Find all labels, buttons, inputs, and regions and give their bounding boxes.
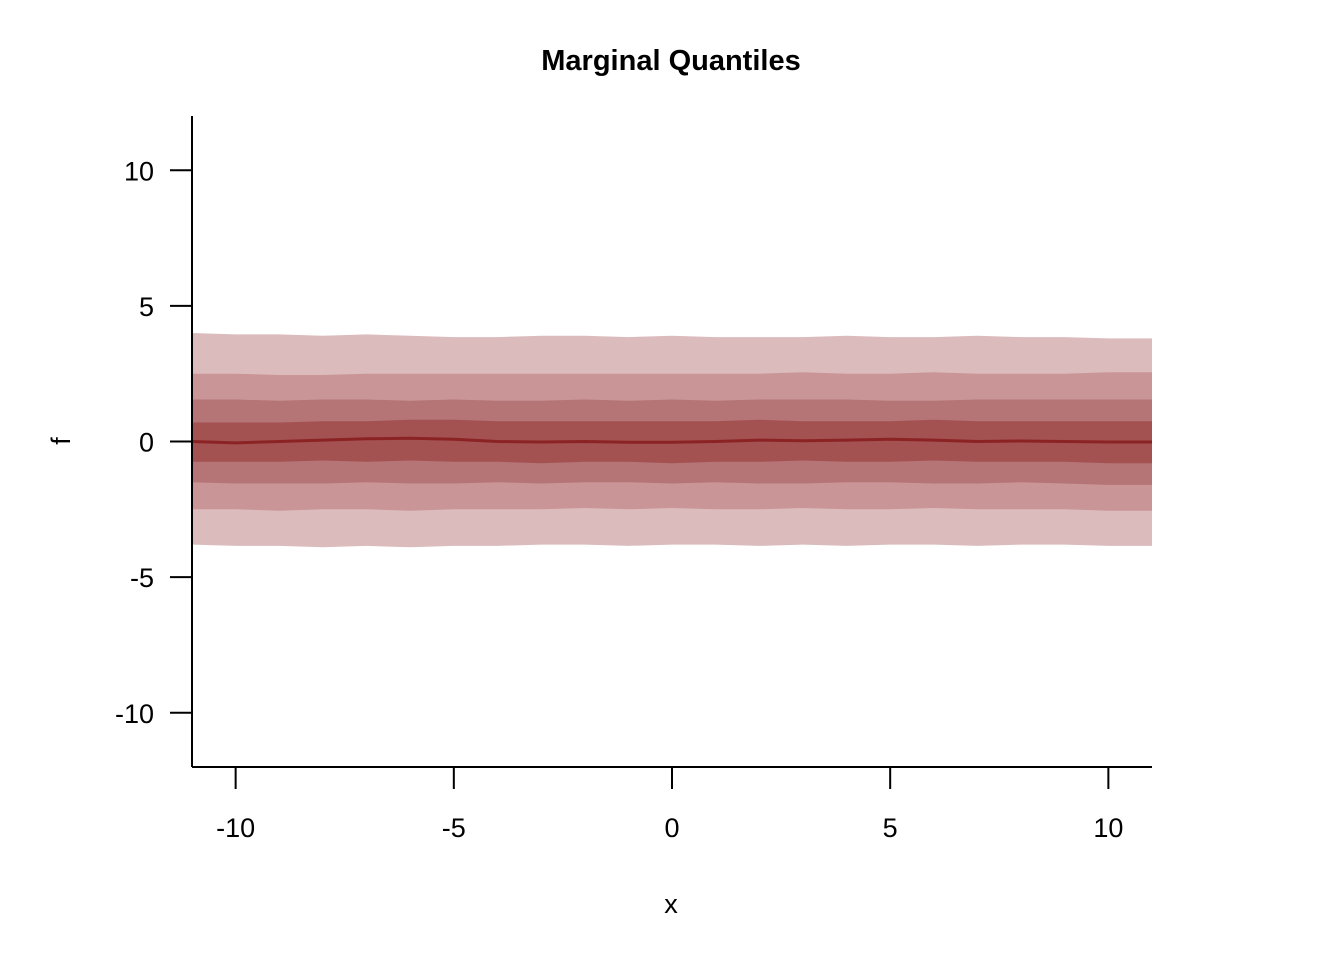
y-tick-label: 10 (124, 156, 154, 186)
y-tick-label: 0 (139, 428, 154, 458)
median-line (191, 436, 1152, 445)
y-axis-ticks: -10 -5 0 5 10 (115, 156, 192, 729)
y-tick-label: -5 (130, 563, 154, 593)
x-tick-label: 10 (1093, 813, 1123, 843)
x-tick-label: -5 (442, 813, 466, 843)
x-tick-label: -10 (216, 813, 255, 843)
y-axis-label: f (46, 437, 76, 445)
x-axis-ticks: -10 -5 0 5 10 (216, 767, 1123, 843)
y-tick-label: -10 (115, 699, 154, 729)
x-tick-label: 0 (664, 813, 679, 843)
y-tick-label: 5 (139, 292, 154, 322)
x-axis-label: x (664, 889, 678, 919)
chart-title: Marginal Quantiles (541, 45, 800, 77)
x-tick-label: 5 (883, 813, 898, 843)
plot-area (191, 333, 1152, 548)
